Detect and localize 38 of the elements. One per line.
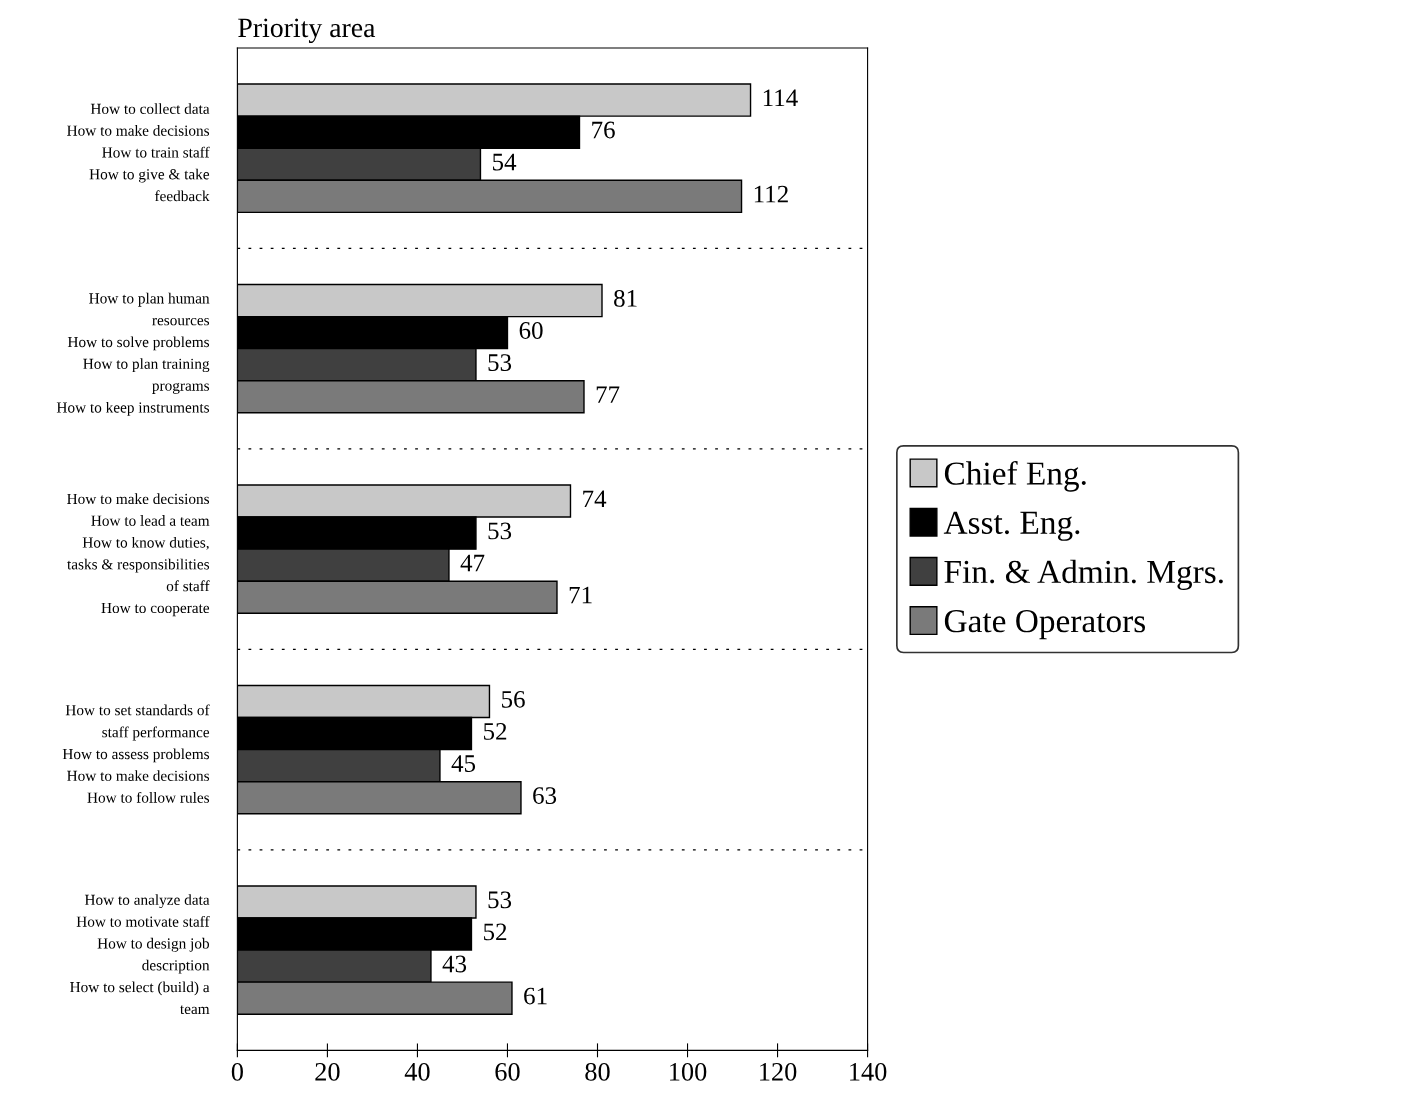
data-label: 112 bbox=[754, 185, 788, 203]
y-tick-label: How to collect data How to make decisions How to train staff How to give & take feedback bbox=[67, 103, 210, 202]
chart-title: Priority area bbox=[238, 18, 376, 43]
y-tick-label: How to plan human resources How to solve problems How to plan training programs How to keep instruments bbox=[56, 292, 210, 416]
x-tick-label: 20 bbox=[315, 1062, 340, 1081]
data-label: 76 bbox=[592, 121, 615, 139]
data-label: 45 bbox=[451, 755, 476, 772]
x-tick-label: 40 bbox=[404, 1062, 430, 1081]
data-label: 61 bbox=[524, 987, 547, 1005]
data-label: 52 bbox=[484, 923, 507, 941]
data-label: 77 bbox=[596, 386, 620, 403]
legend-label: Fin. & Admin. Mgrs. bbox=[944, 559, 1223, 591]
x-tick-label: 60 bbox=[495, 1062, 520, 1081]
x-tick-label: 120 bbox=[760, 1062, 797, 1081]
data-label: 63 bbox=[533, 787, 557, 804]
legend-label: Asst. Eng. bbox=[943, 511, 1080, 541]
data-label: 53 bbox=[488, 891, 512, 909]
data-label: 52 bbox=[484, 723, 507, 740]
y-tick-label: How to analyze data How to motivate staff How to design job description How to select (build) a team bbox=[70, 894, 210, 1015]
data-label: 81 bbox=[614, 289, 637, 307]
data-label: 71 bbox=[569, 586, 592, 604]
data-label: 47 bbox=[460, 554, 485, 572]
x-tick-label: 80 bbox=[585, 1062, 610, 1081]
data-label: 53 bbox=[488, 354, 512, 371]
data-label: 74 bbox=[583, 490, 607, 508]
data-label: 60 bbox=[519, 322, 543, 339]
data-label: 54 bbox=[493, 153, 517, 171]
data-label: 53 bbox=[488, 522, 512, 540]
data-label: 43 bbox=[442, 955, 467, 973]
x-tick-label: 100 bbox=[670, 1062, 707, 1081]
x-tick-label: 140 bbox=[850, 1062, 887, 1081]
x-tick-label: 0 bbox=[231, 1062, 243, 1081]
y-tick-label: How to set standards of staff performance How to assess problems How to make decisions How to follow rules bbox=[62, 704, 210, 803]
legend-label: Chief Eng. bbox=[944, 461, 1086, 492]
data-label: 114 bbox=[763, 89, 798, 107]
y-tick-label: How to make decisions How to lead a team How to know duties, tasks & responsibilities of staff How to cooperate bbox=[67, 493, 210, 617]
data-label: 56 bbox=[502, 690, 525, 708]
legend-label: Gate Operators bbox=[944, 609, 1145, 640]
